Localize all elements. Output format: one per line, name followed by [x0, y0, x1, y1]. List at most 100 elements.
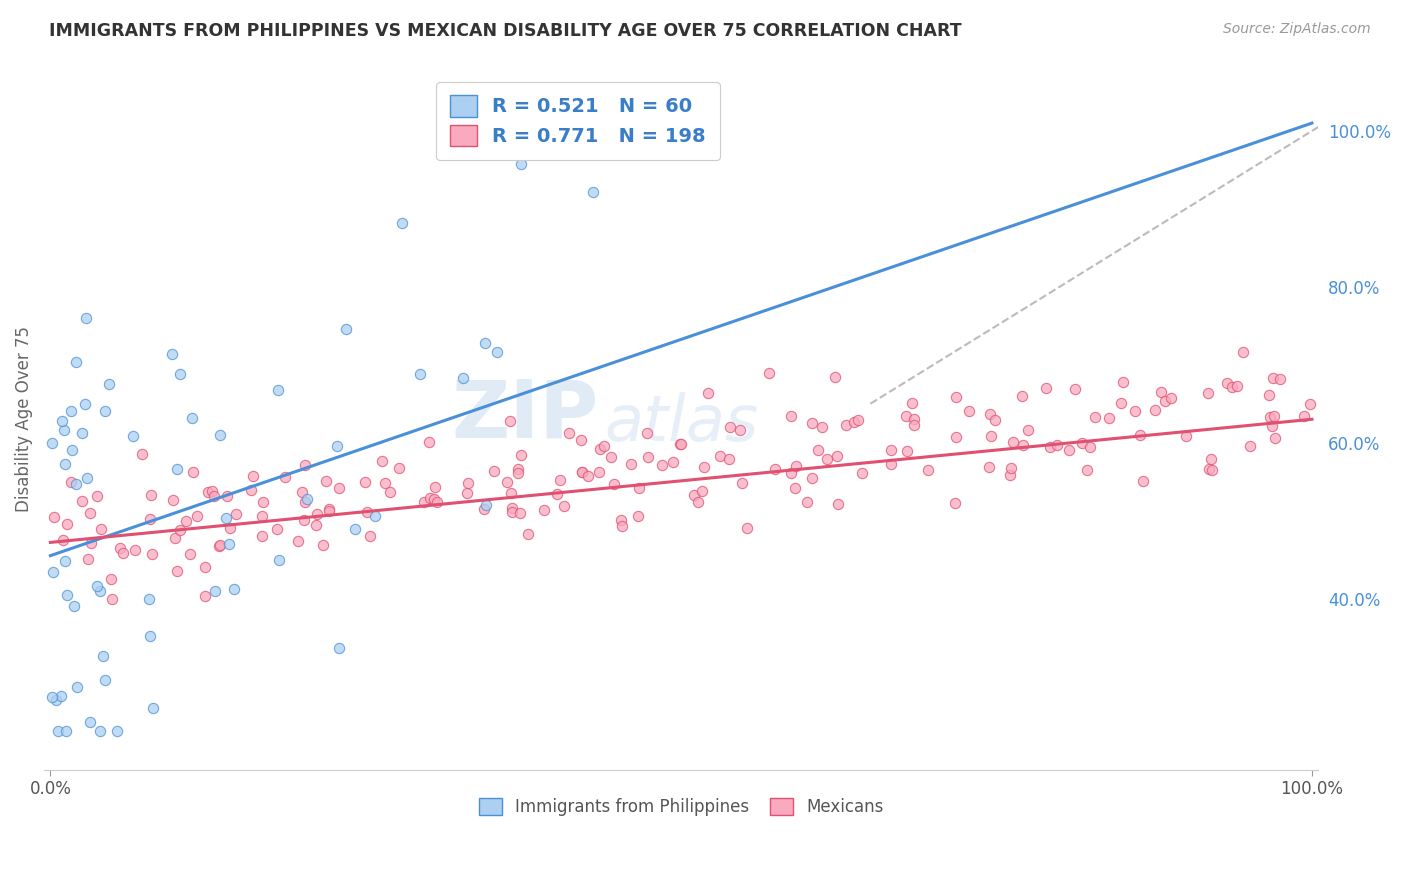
Point — [627, 509, 650, 524]
Point — [998, 467, 1021, 482]
Point — [295, 492, 318, 507]
Point — [166, 564, 188, 578]
Point — [779, 466, 801, 480]
Point — [204, 489, 226, 503]
Point — [163, 532, 186, 546]
Point — [179, 547, 201, 561]
Point — [267, 384, 290, 398]
Point — [903, 412, 925, 426]
Point — [181, 466, 204, 480]
Point — [509, 506, 531, 520]
Point — [1268, 372, 1291, 386]
Point — [344, 522, 367, 536]
Point — [576, 469, 599, 483]
Point — [70, 425, 93, 440]
Point — [252, 495, 274, 509]
Point — [842, 415, 865, 429]
Point — [1199, 452, 1222, 467]
Point — [683, 488, 706, 502]
Point — [807, 443, 830, 458]
Point — [475, 498, 498, 512]
Point — [75, 397, 97, 411]
Point — [501, 505, 523, 519]
Point — [242, 469, 264, 483]
Point — [1125, 404, 1147, 418]
Point — [896, 409, 918, 424]
Point — [204, 583, 226, 598]
Point — [825, 449, 848, 463]
Point — [318, 501, 340, 516]
Point — [53, 554, 76, 568]
Point — [735, 521, 758, 535]
Point — [758, 367, 780, 381]
Point — [669, 437, 692, 451]
Point — [851, 467, 873, 481]
Point — [181, 411, 204, 425]
Point — [90, 522, 112, 536]
Point — [291, 484, 314, 499]
Point — [55, 588, 77, 602]
Point — [1078, 440, 1101, 454]
Point — [506, 462, 529, 476]
Point — [335, 321, 357, 335]
Point — [1264, 431, 1286, 445]
Point — [56, 517, 79, 532]
Point — [142, 700, 165, 714]
Point — [510, 448, 533, 462]
Point — [1197, 386, 1219, 401]
Point — [423, 492, 446, 507]
Point — [957, 404, 980, 418]
Point — [1263, 409, 1285, 423]
Point — [79, 536, 101, 550]
Point — [354, 475, 377, 490]
Point — [1154, 394, 1177, 409]
Point — [506, 467, 529, 481]
Point — [380, 484, 402, 499]
Point — [42, 509, 65, 524]
Point — [501, 500, 523, 515]
Point — [194, 590, 217, 604]
Point — [194, 560, 217, 574]
Point — [582, 185, 605, 199]
Point — [1084, 409, 1107, 424]
Point — [326, 438, 349, 452]
Point — [879, 457, 901, 471]
Point — [186, 509, 208, 524]
Point — [294, 495, 316, 509]
Point — [1112, 376, 1135, 390]
Point — [141, 547, 163, 561]
Point — [984, 413, 1007, 427]
Point — [208, 538, 231, 552]
Point — [627, 481, 650, 495]
Point — [94, 404, 117, 418]
Point — [801, 470, 824, 484]
Point — [709, 449, 731, 463]
Point — [197, 485, 219, 500]
Point — [651, 458, 673, 472]
Text: ZIP: ZIP — [451, 376, 599, 455]
Point — [315, 474, 337, 488]
Point — [89, 724, 111, 739]
Point — [558, 425, 581, 440]
Point — [696, 386, 718, 401]
Point — [1070, 435, 1092, 450]
Point — [1239, 439, 1261, 453]
Point — [533, 503, 555, 517]
Point — [219, 521, 242, 535]
Point — [1201, 463, 1223, 477]
Point — [46, 724, 69, 739]
Point — [419, 491, 441, 506]
Point — [1261, 419, 1284, 434]
Text: atlas: atlas — [605, 392, 759, 454]
Point — [139, 629, 162, 643]
Point — [160, 347, 183, 361]
Point — [60, 403, 83, 417]
Point — [1257, 388, 1279, 402]
Point — [318, 503, 340, 517]
Point — [1012, 438, 1035, 452]
Point — [1261, 371, 1284, 385]
Point — [1232, 344, 1254, 359]
Point — [827, 497, 849, 511]
Point — [472, 501, 495, 516]
Point — [945, 390, 967, 404]
